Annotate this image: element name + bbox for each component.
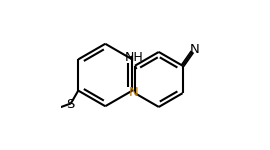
Text: S: S: [66, 98, 74, 111]
Text: N: N: [190, 44, 200, 56]
Text: NH: NH: [124, 51, 143, 64]
Text: N: N: [128, 86, 138, 99]
